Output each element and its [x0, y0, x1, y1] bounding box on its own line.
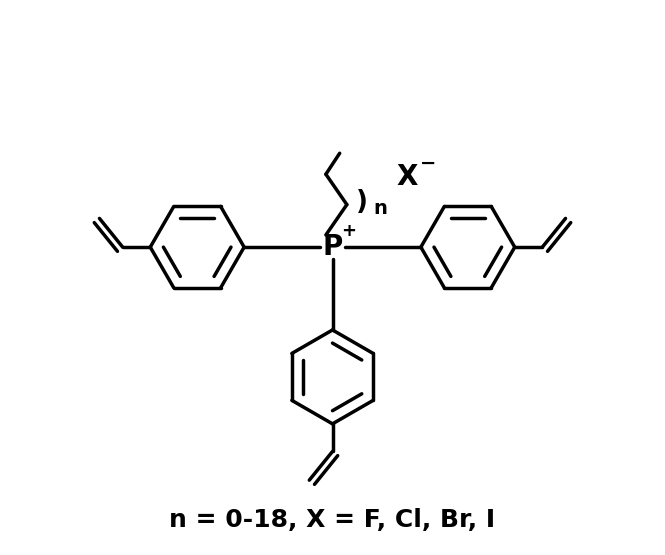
Text: ): ) — [356, 189, 368, 215]
Text: n: n — [373, 199, 387, 218]
Text: −: − — [420, 154, 437, 173]
Text: X: X — [397, 163, 418, 191]
Text: +: + — [342, 221, 356, 240]
Text: n = 0-18, X = F, Cl, Br, I: n = 0-18, X = F, Cl, Br, I — [170, 508, 495, 532]
Text: P: P — [323, 233, 342, 261]
